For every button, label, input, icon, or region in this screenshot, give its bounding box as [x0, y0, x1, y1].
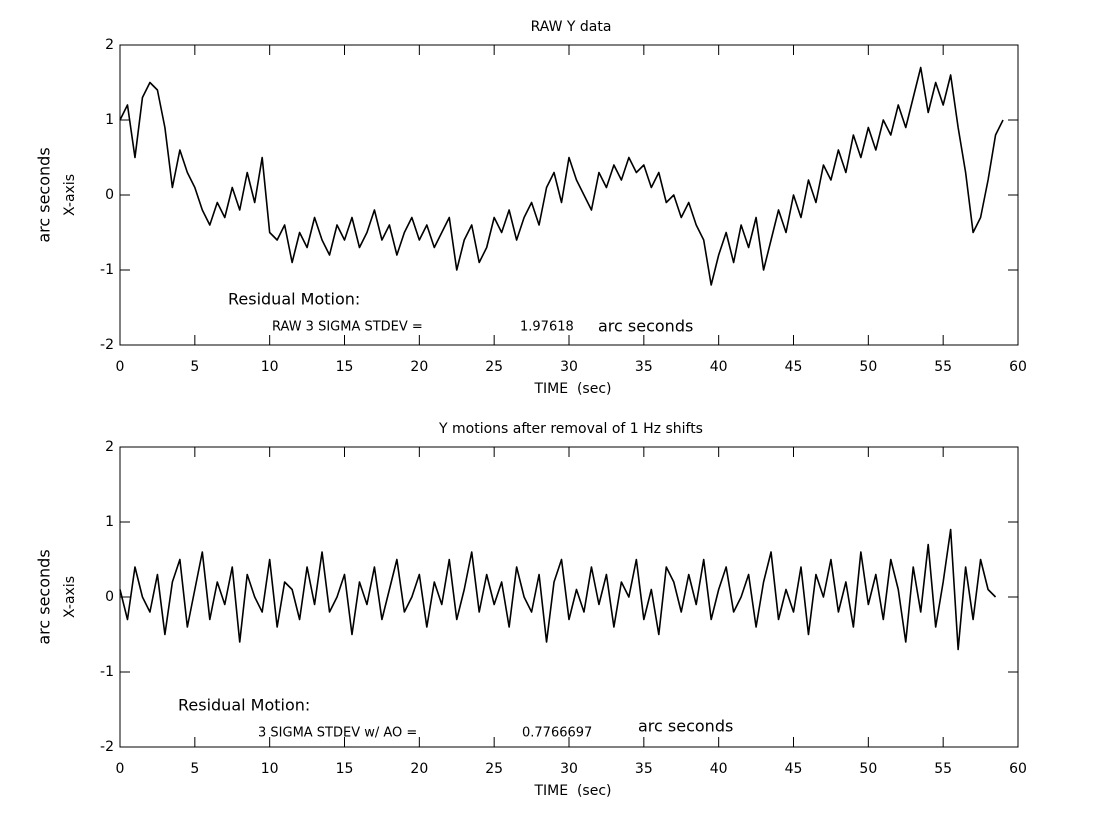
x-tick-label: 35	[635, 761, 653, 777]
annotation: 3 SIGMA STDEV w/ AO =	[258, 726, 417, 741]
y-tick-label: -1	[100, 664, 114, 680]
chart-title: RAW Y data	[531, 19, 612, 35]
chart-title: Y motions after removal of 1 Hz shifts	[438, 421, 703, 437]
data-line	[119, 528, 997, 651]
x-tick-label: 0	[116, 761, 125, 777]
annotation: RAW 3 SIGMA STDEV =	[272, 320, 423, 335]
annotation: Residual Motion:	[178, 696, 310, 715]
x-tick-label: 25	[485, 761, 503, 777]
y-tick-label: 1	[105, 514, 114, 530]
y-tick-label: 2	[105, 37, 114, 53]
x-tick-label: 10	[261, 761, 279, 777]
x-tick-label: 55	[934, 761, 952, 777]
y-tick-label: -1	[100, 262, 114, 278]
y-axis-sublabel: X-axis	[62, 576, 78, 618]
data-line	[119, 66, 1004, 286]
y-tick-label: 0	[105, 187, 114, 203]
x-tick-label: 30	[560, 359, 578, 375]
x-tick-label: 35	[635, 359, 653, 375]
annotation: Residual Motion:	[228, 290, 360, 309]
x-tick-label: 50	[859, 359, 877, 375]
x-tick-label: 45	[785, 359, 803, 375]
x-axis-label: TIME (sec)	[533, 783, 611, 799]
x-tick-label: 40	[710, 761, 728, 777]
y-tick-label: 2	[105, 439, 114, 455]
x-tick-label: 55	[934, 359, 952, 375]
x-tick-label: 15	[336, 359, 354, 375]
x-tick-label: 40	[710, 359, 728, 375]
x-tick-label: 30	[560, 761, 578, 777]
y-axis-label: arc seconds	[35, 147, 54, 242]
y-tick-label: -2	[100, 739, 114, 755]
y-tick-label: 0	[105, 589, 114, 605]
annotation: arc seconds	[638, 717, 733, 736]
x-tick-label: 5	[190, 359, 199, 375]
y-axis-label: arc seconds	[35, 549, 54, 644]
y-tick-label: -2	[100, 337, 114, 353]
y-axis-sublabel: X-axis	[62, 174, 78, 216]
x-tick-label: 45	[785, 761, 803, 777]
x-tick-label: 20	[410, 761, 428, 777]
x-tick-label: 25	[485, 359, 503, 375]
annotation: 1.97618	[520, 320, 574, 335]
annotation: 0.7766697	[522, 726, 592, 741]
x-tick-label: 5	[190, 761, 199, 777]
x-axis-label: TIME (sec)	[533, 381, 611, 397]
x-tick-label: 0	[116, 359, 125, 375]
x-tick-label: 20	[410, 359, 428, 375]
annotation: arc seconds	[598, 317, 693, 336]
x-tick-label: 10	[261, 359, 279, 375]
y-tick-label: 1	[105, 112, 114, 128]
x-tick-label: 50	[859, 761, 877, 777]
x-tick-label: 60	[1009, 761, 1027, 777]
x-tick-label: 15	[336, 761, 354, 777]
x-tick-label: 60	[1009, 359, 1027, 375]
